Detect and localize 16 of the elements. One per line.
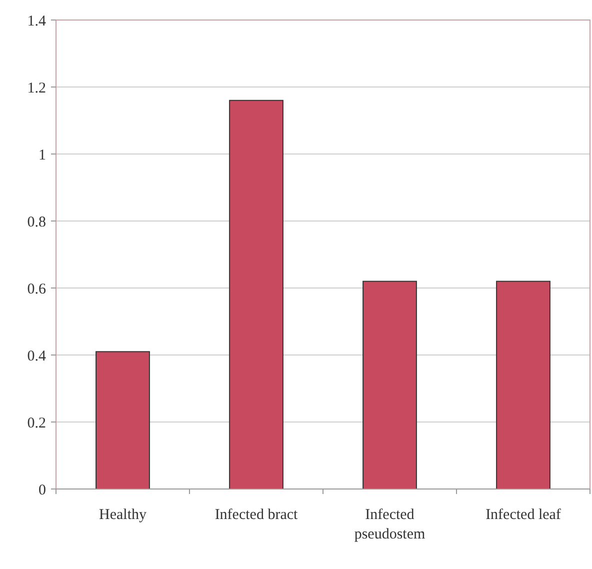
y-tick-label: 1: [38, 147, 46, 164]
y-tick-label: 0.2: [27, 415, 46, 432]
y-tick-label: 1.4: [27, 13, 46, 30]
bar: [496, 280, 550, 490]
y-tick-label: 1.2: [27, 80, 46, 96]
bar: [96, 351, 150, 490]
x-tick-label: Healthy: [99, 507, 147, 523]
x-tick-label: Infected pseudostem: [354, 507, 426, 542]
bar: [229, 100, 284, 490]
y-tick-label: 0.6: [27, 281, 46, 298]
x-tick-label: Infected bract: [214, 507, 299, 523]
y-tick-label: 0.4: [27, 348, 46, 364]
x-tick-label: Infected leaf: [486, 507, 561, 523]
bar: [362, 280, 417, 490]
y-tick-label: 0: [38, 482, 46, 498]
y-tick-label: 0.8: [27, 214, 46, 230]
